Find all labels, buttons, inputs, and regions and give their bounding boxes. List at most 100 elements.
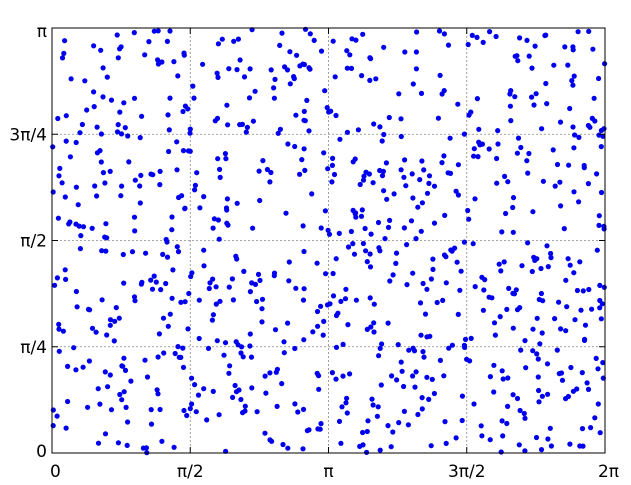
data-point xyxy=(344,65,350,71)
data-point xyxy=(565,62,571,68)
data-point xyxy=(462,336,469,342)
data-point xyxy=(410,270,416,276)
data-point xyxy=(115,55,121,61)
data-point xyxy=(330,293,337,299)
data-point xyxy=(329,370,335,376)
data-point xyxy=(413,49,419,55)
data-point xyxy=(171,444,177,450)
data-point xyxy=(410,373,416,379)
data-point xyxy=(79,121,85,128)
data-point xyxy=(368,324,374,330)
data-point xyxy=(316,386,322,392)
data-point xyxy=(142,357,148,363)
data-point xyxy=(359,73,365,79)
data-point xyxy=(502,173,508,179)
data-point xyxy=(455,101,461,107)
data-point xyxy=(281,339,287,345)
data-point xyxy=(137,183,143,189)
data-point xyxy=(94,124,100,130)
data-point xyxy=(56,326,62,332)
data-point xyxy=(318,421,324,427)
data-point xyxy=(142,52,148,58)
data-point xyxy=(428,443,434,449)
data-point xyxy=(443,440,449,446)
data-point xyxy=(349,36,355,42)
data-point xyxy=(78,233,84,239)
data-point xyxy=(526,150,532,157)
data-point xyxy=(227,363,233,369)
data-point xyxy=(465,207,471,214)
data-point xyxy=(420,280,426,287)
data-point xyxy=(379,173,386,179)
data-point xyxy=(187,406,193,412)
data-point xyxy=(285,320,291,326)
data-point xyxy=(262,430,268,436)
data-point xyxy=(352,156,358,162)
data-point xyxy=(491,362,497,368)
data-point xyxy=(269,438,275,444)
data-point xyxy=(153,279,159,285)
data-point xyxy=(426,396,432,402)
data-point xyxy=(445,42,452,48)
data-point xyxy=(419,406,425,412)
data-point xyxy=(148,277,154,283)
data-point xyxy=(201,263,207,269)
data-point xyxy=(222,340,229,346)
data-point xyxy=(187,130,193,136)
data-point xyxy=(530,326,536,332)
data-point xyxy=(117,391,123,398)
data-point xyxy=(589,306,595,312)
data-point xyxy=(565,393,572,400)
data-point xyxy=(476,126,482,132)
data-point xyxy=(342,296,349,302)
data-point xyxy=(586,286,592,293)
data-point xyxy=(409,171,415,177)
data-point xyxy=(550,147,556,153)
data-point xyxy=(63,138,69,144)
data-point xyxy=(108,97,115,103)
data-point xyxy=(579,426,586,432)
data-point xyxy=(371,329,377,335)
data-point xyxy=(301,146,307,152)
data-point xyxy=(181,407,187,414)
data-point xyxy=(73,367,79,373)
data-point xyxy=(322,88,328,94)
data-point xyxy=(395,342,401,348)
data-point xyxy=(371,301,377,307)
data-point xyxy=(377,345,383,351)
data-point xyxy=(507,103,513,109)
data-point xyxy=(293,285,299,291)
data-point xyxy=(187,126,193,132)
data-point xyxy=(336,230,342,236)
data-point xyxy=(597,297,603,304)
data-point xyxy=(551,62,557,68)
data-point xyxy=(468,109,474,115)
data-point xyxy=(160,315,167,321)
data-point xyxy=(300,446,306,452)
data-point xyxy=(401,225,407,231)
data-point xyxy=(415,411,421,418)
data-point xyxy=(164,239,170,245)
data-point xyxy=(540,178,547,184)
data-point xyxy=(259,319,265,325)
data-point xyxy=(539,126,545,132)
data-point xyxy=(234,67,240,73)
data-point xyxy=(499,368,505,374)
data-point xyxy=(374,413,380,419)
data-point xyxy=(182,299,188,305)
data-point xyxy=(371,320,377,326)
data-point xyxy=(267,370,273,376)
data-point xyxy=(282,64,288,70)
data-point xyxy=(558,203,564,209)
data-point xyxy=(465,41,471,48)
data-point xyxy=(54,413,60,419)
data-point xyxy=(447,170,454,176)
data-point xyxy=(324,302,331,308)
data-point xyxy=(442,212,448,218)
data-point xyxy=(138,172,144,178)
data-point xyxy=(472,196,478,202)
data-point xyxy=(250,225,256,231)
data-point xyxy=(348,65,355,71)
data-point xyxy=(232,382,238,389)
data-point xyxy=(385,320,391,326)
